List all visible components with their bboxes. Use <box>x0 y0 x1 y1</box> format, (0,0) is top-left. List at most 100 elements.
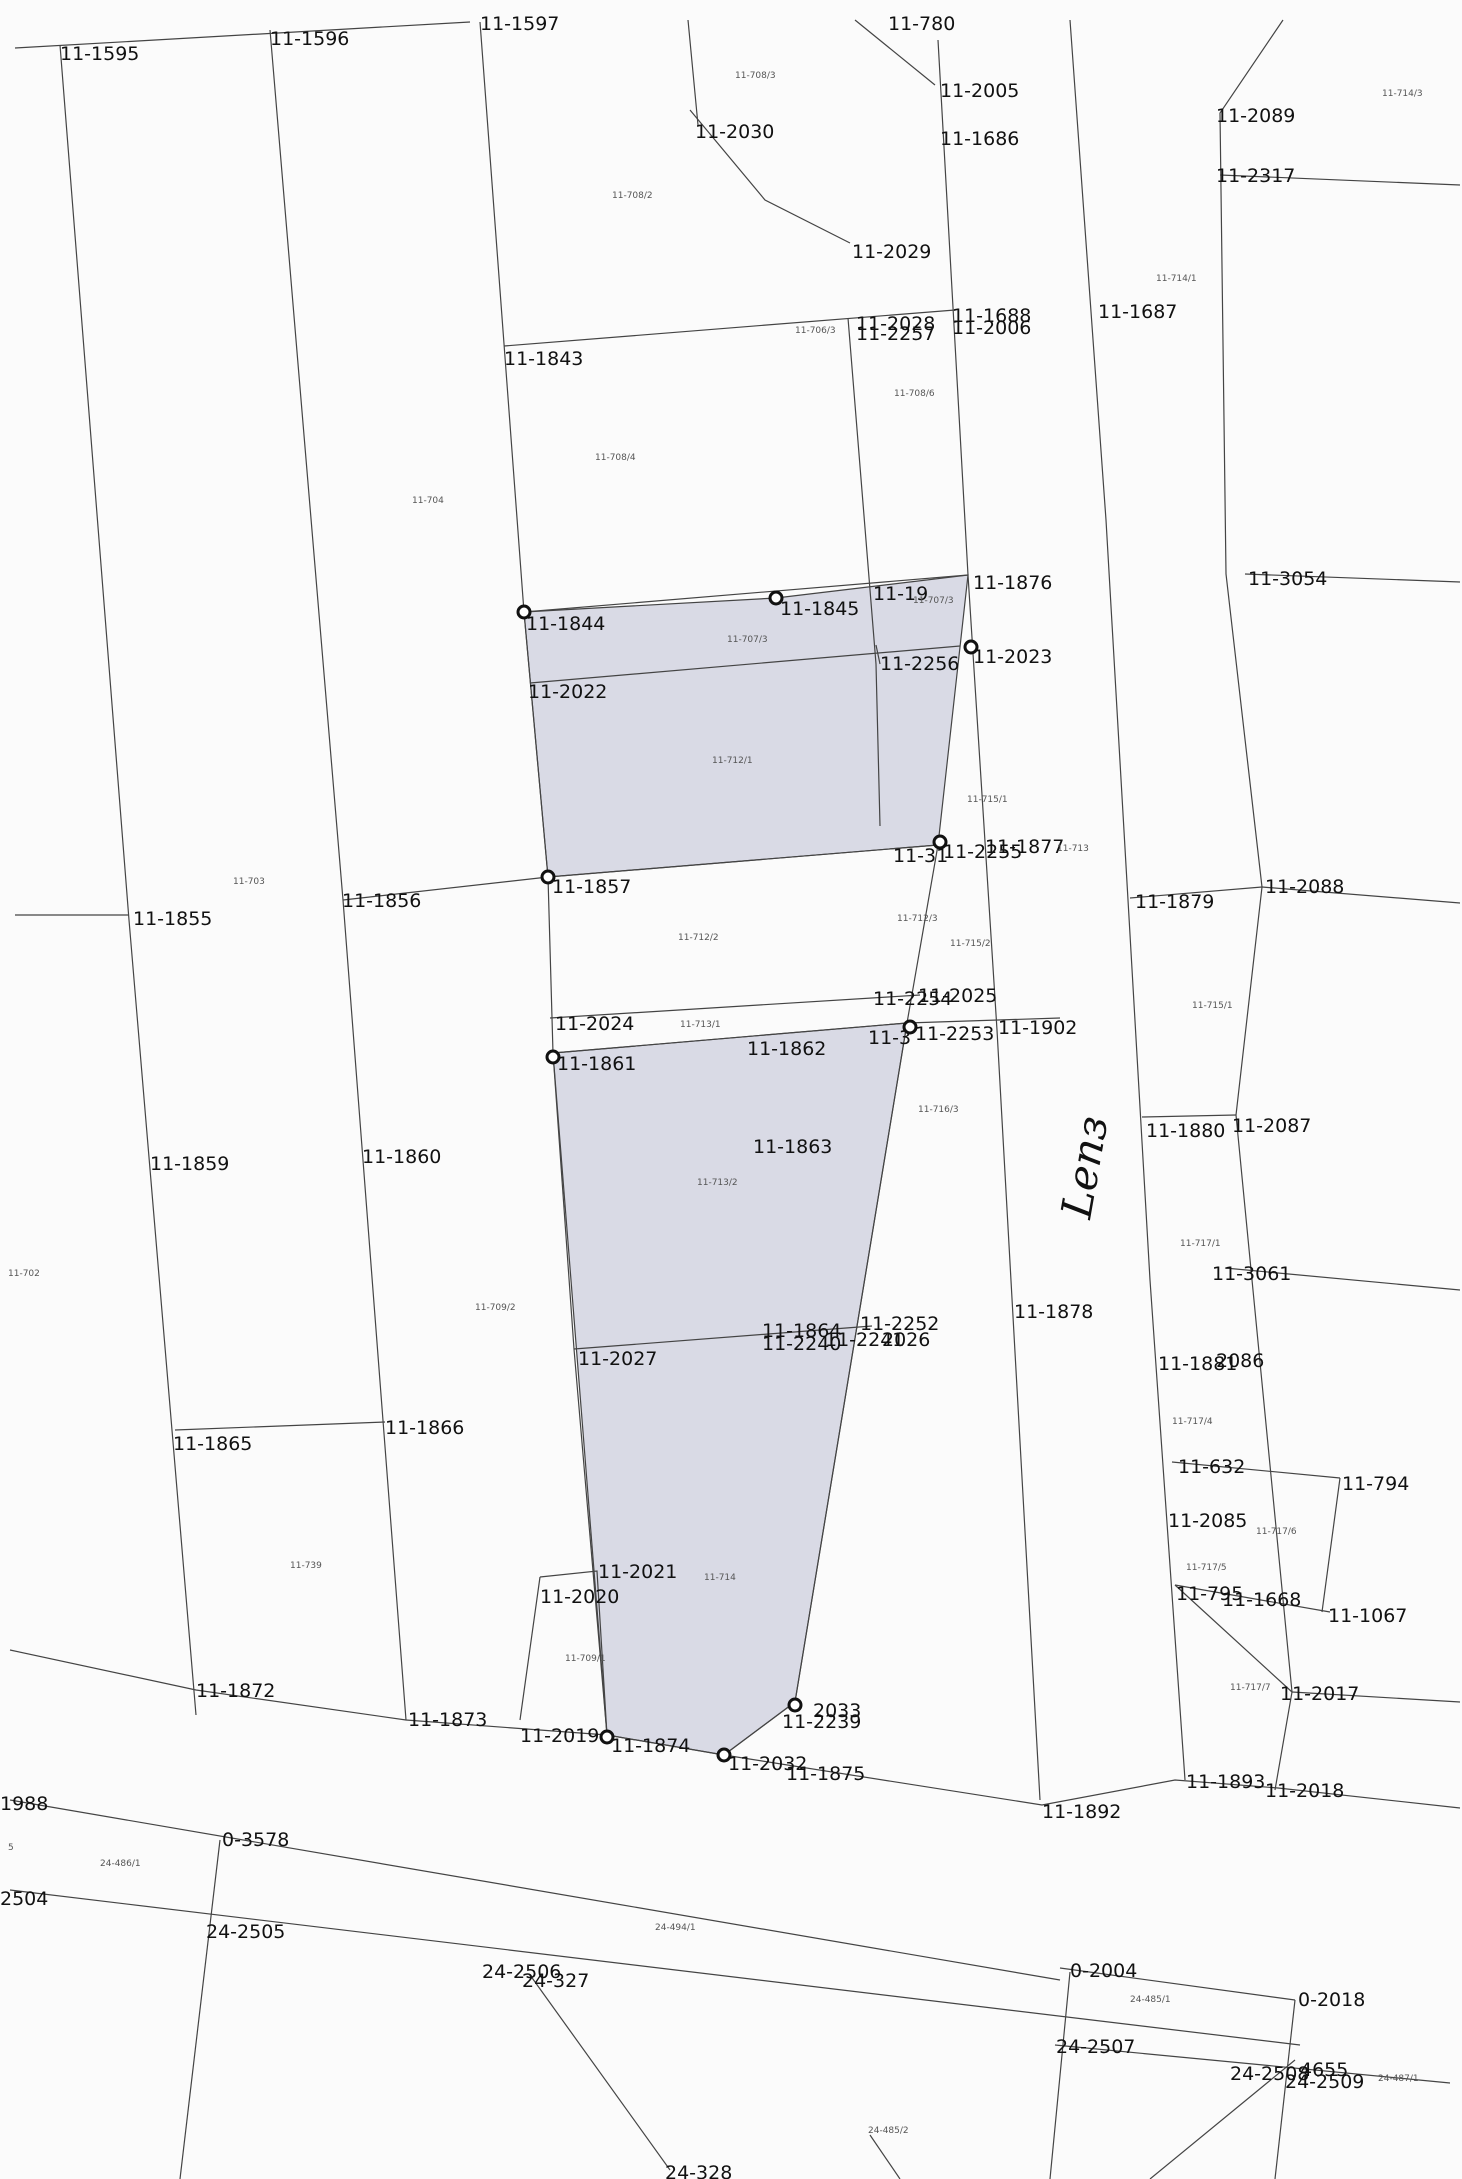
point-label: 11-1865 <box>173 1433 252 1455</box>
point-label: 11-1875 <box>786 1763 865 1785</box>
parcel-label: 11-707/3 <box>727 635 768 645</box>
point-label: 11-2019 <box>520 1725 599 1747</box>
survey-marker-1861 <box>545 1049 561 1065</box>
parcel-label: 11-702 <box>8 1269 40 1279</box>
parcel-label: 11-703 <box>233 877 265 887</box>
point-label: 11-1859 <box>150 1153 229 1175</box>
point-label: 11-2025 <box>918 985 997 1007</box>
parcel-label: 11-717/5 <box>1186 1563 1227 1573</box>
point-label: 11-1864 <box>762 1320 841 1342</box>
point-label: 11-2030 <box>695 121 774 143</box>
point-label: 0-2018 <box>1298 1989 1365 2011</box>
point-label: 11-1873 <box>408 1709 487 1731</box>
point-labels: 11-1595 11-1596 11-1597 11-780 11-2005 1… <box>0 13 1409 2179</box>
survey-marker-1844 <box>516 604 532 620</box>
point-label: 11-1856 <box>342 890 421 912</box>
point-label: 11-1857 <box>552 876 631 898</box>
parcel-label: 11-708/6 <box>894 389 935 399</box>
point-label: 2033 <box>813 1700 861 1722</box>
parcel-label: 11-704 <box>412 496 444 506</box>
point-label: 11-1880 <box>1146 1120 1225 1142</box>
parcel-label: 11-713/2 <box>697 1178 738 1188</box>
point-label: 4655 <box>1300 2059 1348 2081</box>
point-label: 11-2241 <box>825 1329 904 1351</box>
parcel-label: 11-712/1 <box>712 756 753 766</box>
point-label: 11-2005 <box>940 80 1019 102</box>
parcel-label: 11-714 <box>704 1573 736 1583</box>
point-label: 11-1668 <box>1222 1589 1301 1611</box>
parcel-label: 5 <box>8 1843 14 1853</box>
parcel-label: 24-486/1 <box>100 1859 141 1869</box>
point-label: 11-2028 <box>856 313 935 335</box>
point-label: 11-1688 <box>952 305 1031 327</box>
parcel-label: 11-717/1 <box>1180 1239 1221 1249</box>
survey-marker-1845 <box>768 590 784 606</box>
parcel-label: 11-713 <box>1057 844 1089 854</box>
point-label: 11-2254 <box>873 988 952 1010</box>
parcel-labels: 11-708/3 11-708/2 11-706/3 11-708/6 11-7… <box>8 71 1423 2136</box>
point-label: 11-2085 <box>1168 1510 1247 1532</box>
point-label: 11-1877 <box>985 836 1064 858</box>
point-label: 11-1879 <box>1135 891 1214 913</box>
parcel-label: 11-709/1 <box>565 1654 606 1664</box>
point-label: 11-1844 <box>526 613 605 635</box>
point-label: 11-1843 <box>504 348 583 370</box>
point-label: 0-3578 <box>222 1829 289 1851</box>
parcel-label: 11-715/2 <box>950 939 991 949</box>
point-label: 11-2022 <box>528 681 607 703</box>
point-label: 11-2023 <box>973 646 1052 668</box>
point-label: 24-328 <box>665 2162 732 2179</box>
point-label: 11-1892 <box>1042 1801 1121 1823</box>
parcel-label: 11-708/4 <box>595 453 636 463</box>
point-label: 11-2087 <box>1232 1115 1311 1137</box>
survey-marker-1857 <box>540 869 556 885</box>
point-label: 11-1872 <box>196 1680 275 1702</box>
parcel-label: 11-706/3 <box>795 326 836 336</box>
point-label: 11-2029 <box>852 241 931 263</box>
point-label: 2026 <box>882 1329 930 1351</box>
point-label: 24-327 <box>522 1970 589 1992</box>
parcel-label: 11-739 <box>290 1561 322 1571</box>
parcel-label: 11-717/6 <box>1256 1527 1297 1537</box>
point-label: 11-1866 <box>385 1417 464 1439</box>
survey-marker-2255 <box>932 834 948 850</box>
highlighted-parcel-lower[interactable] <box>552 1022 908 1756</box>
parcel-label: 11-708/2 <box>612 191 653 201</box>
point-label: 11-2088 <box>1265 876 1344 898</box>
parcel-label: 11-716/3 <box>918 1105 959 1115</box>
parcel-label: 24-485/1 <box>1130 1995 1171 2005</box>
survey-marker-2253 <box>902 1019 918 1035</box>
point-label: 11-1861 <box>557 1053 636 1075</box>
point-label: 11-3 <box>868 1027 911 1049</box>
boundary-lines <box>9 19 1461 2179</box>
parcel-label: 11-707/3 <box>913 596 954 606</box>
point-label: 2504 <box>0 1888 48 1910</box>
point-label: 0-2004 <box>1070 1960 1137 1982</box>
survey-marker-2032 <box>716 1747 732 1763</box>
point-label: 24-2505 <box>206 1921 285 1943</box>
point-label: 1988 <box>0 1793 48 1815</box>
point-label: 11-2317 <box>1216 165 1295 187</box>
parcel-label: 11-717/4 <box>1172 1417 1213 1427</box>
point-label: 11-2020 <box>540 1586 619 1608</box>
parcel-label: 11-712/3 <box>897 914 938 924</box>
point-label: 11-1067 <box>1328 1605 1407 1627</box>
parcel-label: 11-709/2 <box>475 1303 516 1313</box>
point-label: 11-2252 <box>860 1313 939 1335</box>
point-label: 11-2089 <box>1216 105 1295 127</box>
point-label: 24-2506 <box>482 1961 561 1983</box>
parcel-label: 24-485/2 <box>868 2126 909 2136</box>
point-label: 11-1687 <box>1098 301 1177 323</box>
point-label: 11-795 <box>1176 1583 1243 1605</box>
parcel-label: 24-494/1 <box>655 1923 696 1933</box>
point-label: 11-1876 <box>973 572 1052 594</box>
parcel-label: 11-708/3 <box>735 71 776 81</box>
point-label: 2086 <box>1216 1350 1264 1372</box>
handwritten-note: Lenз <box>1051 1112 1117 1223</box>
point-label: 11-2024 <box>555 1013 634 1035</box>
parcel-label: 11-712/2 <box>678 933 719 943</box>
survey-markers <box>516 590 979 1763</box>
point-label: 11-1874 <box>611 1735 690 1757</box>
parcel-label: 24-487/1 <box>1378 2074 1419 2084</box>
point-label: 11-2239 <box>782 1711 861 1733</box>
